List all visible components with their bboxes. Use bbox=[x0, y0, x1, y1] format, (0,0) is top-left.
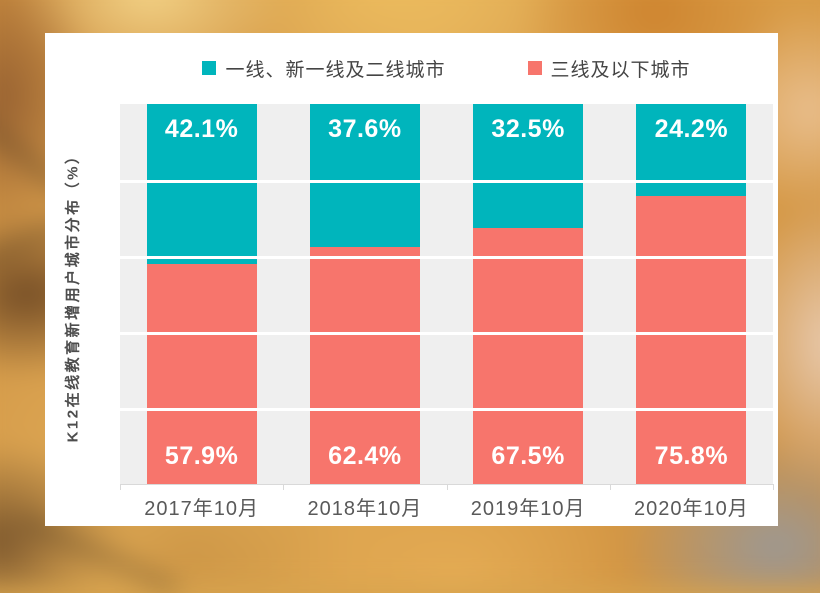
chart-card: 一线、新一线及二线城市 三线及以下城市 K12在线教育新增用户城市分布（%） 4… bbox=[45, 33, 778, 526]
chart-legend: 一线、新一线及二线城市 三线及以下城市 bbox=[120, 53, 773, 83]
plot-area: 42.1% 57.9% 37.6% 62.4% 32.5% 67.5% 24.2% 75.8% bbox=[120, 104, 774, 490]
bar-column: 42.1% 57.9% bbox=[120, 104, 283, 484]
x-axis-tick bbox=[283, 484, 285, 490]
value-label: 24.2% bbox=[654, 115, 729, 143]
category-label: 2020年10月 bbox=[634, 498, 749, 520]
legend-label: 三线及以下城市 bbox=[550, 59, 691, 81]
x-axis-tick bbox=[609, 484, 611, 490]
bar-segment-tier3-below: 75.8% bbox=[636, 195, 747, 484]
bar-column: 24.2% 75.8% bbox=[610, 104, 773, 484]
stacked-bar: 24.2% 75.8% bbox=[636, 104, 747, 484]
legend-swatch-teal-icon bbox=[202, 61, 217, 75]
legend-item-tier1-2-cities: 一线、新一线及二线城市 bbox=[202, 55, 445, 82]
bar-segment-tier1-2: 42.1% bbox=[146, 104, 257, 264]
value-label: 62.4% bbox=[328, 442, 402, 470]
bar-segment-tier1-2: 37.6% bbox=[309, 104, 420, 247]
legend-item-tier3-below-cities: 三线及以下城市 bbox=[527, 55, 691, 82]
category-label: 2017年10月 bbox=[144, 498, 259, 520]
value-label: 75.8% bbox=[654, 442, 729, 470]
bar-column: 32.5% 67.5% bbox=[447, 104, 610, 484]
stacked-bar: 42.1% 57.9% bbox=[146, 104, 257, 484]
x-axis-tick bbox=[773, 484, 774, 490]
value-label: 32.5% bbox=[491, 115, 565, 143]
value-label: 42.1% bbox=[164, 115, 239, 143]
x-axis-labels: 2017年10月 2018年10月 2019年10月 2020年10月 bbox=[120, 492, 773, 521]
bar-segment-tier3-below: 57.9% bbox=[146, 263, 257, 484]
x-axis-tick bbox=[120, 484, 121, 490]
legend-label: 一线、新一线及二线城市 bbox=[225, 59, 446, 81]
stacked-bar: 32.5% 67.5% bbox=[473, 104, 584, 484]
y-axis-title-text: K12在线教育新增用户城市分布（%） bbox=[64, 146, 82, 442]
gridline bbox=[120, 256, 773, 259]
value-label: 57.9% bbox=[164, 442, 239, 470]
legend-swatch-red-icon bbox=[527, 61, 542, 75]
value-label: 67.5% bbox=[491, 442, 565, 470]
value-label: 37.6% bbox=[328, 115, 402, 143]
category-label: 2018年10月 bbox=[307, 498, 423, 520]
bar-segment-tier3-below: 67.5% bbox=[473, 227, 584, 484]
gridline bbox=[120, 180, 773, 183]
bar-columns: 42.1% 57.9% 37.6% 62.4% 32.5% 67.5% 24.2% 75.8% bbox=[120, 104, 773, 484]
bar-segment-tier1-2: 32.5% bbox=[473, 104, 584, 228]
branch-shape bbox=[20, 516, 180, 593]
stacked-bar: 37.6% 62.4% bbox=[309, 104, 420, 484]
gridline bbox=[120, 332, 773, 335]
category-label: 2019年10月 bbox=[470, 498, 586, 520]
gridline bbox=[120, 408, 773, 411]
x-axis-tick bbox=[446, 484, 448, 490]
bar-segment-tier3-below: 62.4% bbox=[309, 246, 420, 484]
bar-column: 37.6% 62.4% bbox=[283, 104, 446, 484]
